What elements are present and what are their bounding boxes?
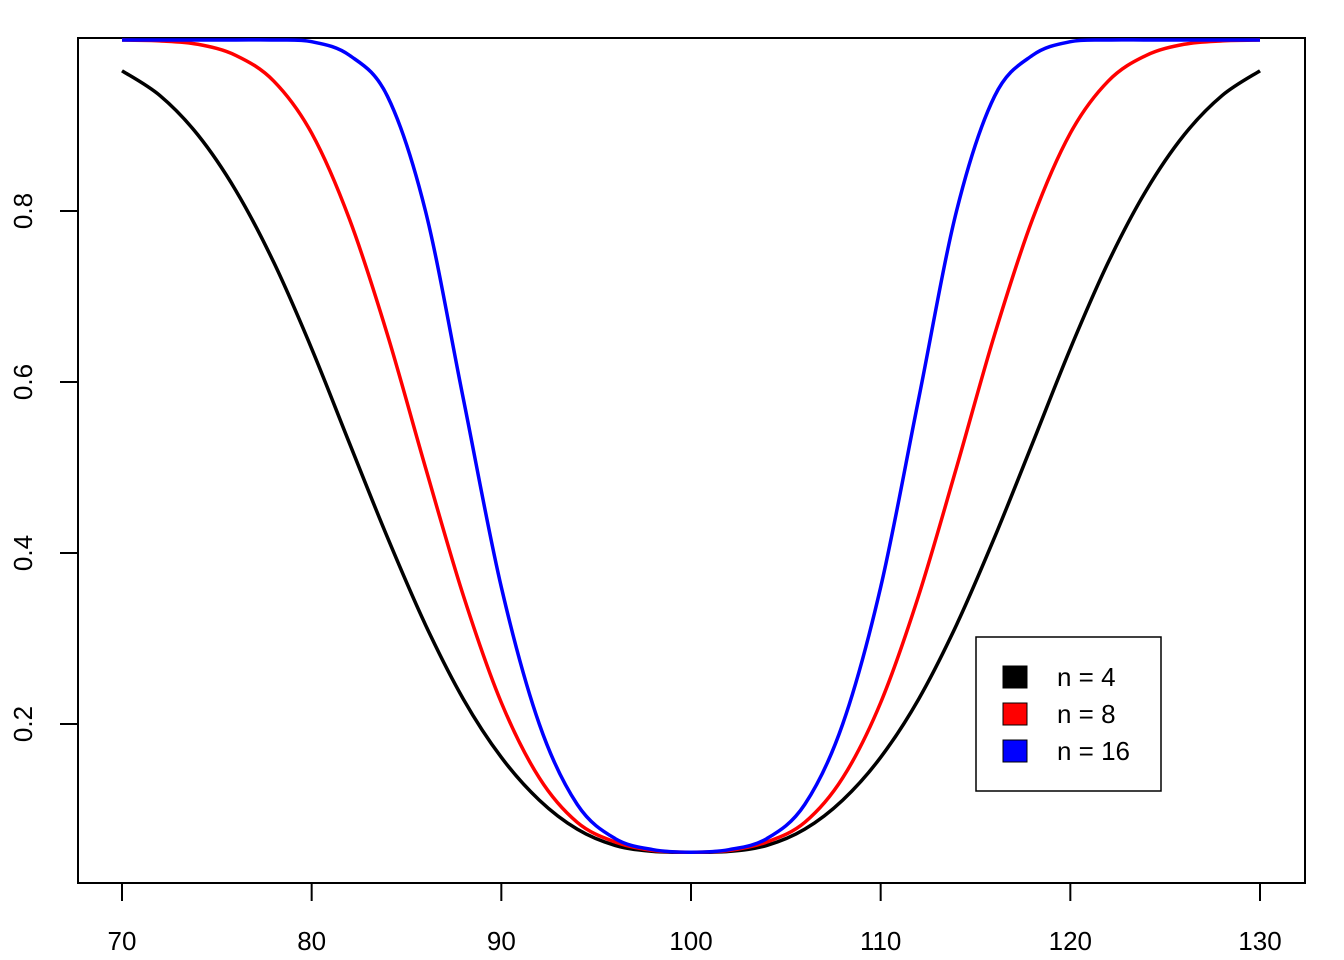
x-tick-label: 70 [108, 926, 137, 956]
y-tick-label: 0.2 [8, 706, 38, 742]
legend-swatch [1002, 702, 1028, 726]
legend-label: n = 8 [1057, 699, 1116, 729]
y-tick-label: 0.6 [8, 364, 38, 400]
x-tick-label: 110 [860, 926, 901, 956]
legend: n = 4 n = 8 n = 16 [975, 636, 1162, 792]
x-tick-label: 100 [669, 926, 712, 956]
legend-label: n = 16 [1057, 736, 1130, 766]
legend-label: n = 4 [1057, 662, 1116, 692]
y-tick-label: 0.8 [8, 193, 38, 229]
x-axis: 70 80 90 100 110 120 130 [108, 882, 1282, 956]
series-lines [121, 38, 1261, 855]
series-line-3 [121, 38, 1260, 854]
legend-swatch [1002, 665, 1028, 689]
x-tick-label: 90 [487, 926, 516, 956]
x-tick-label: 130 [1238, 926, 1281, 956]
x-tick-label: 120 [1049, 926, 1092, 956]
y-tick-label: 0.4 [8, 535, 38, 571]
legend-swatch [1002, 739, 1028, 763]
y-axis: 0.2 0.4 0.6 0.8 [8, 193, 79, 742]
x-tick-label: 80 [297, 926, 326, 956]
